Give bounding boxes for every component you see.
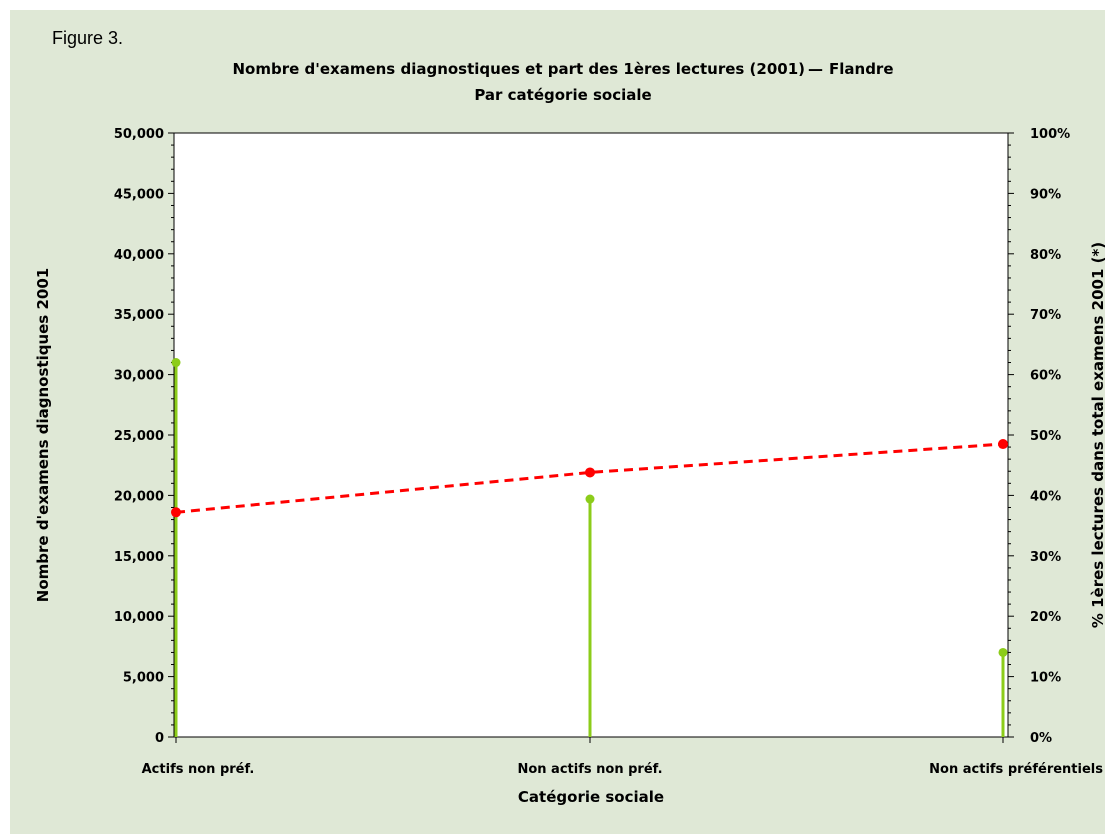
chart-subtitle: Par catégorie sociale [474,86,651,104]
y2-tick-label: 70% [1030,308,1061,323]
y-tick-label: 45,000 [114,187,164,202]
y2-tick-label: 90% [1030,187,1061,202]
y2-tick-label: 10% [1030,671,1061,686]
y2-tick-label: 60% [1030,369,1061,384]
x-axis-label: Catégorie sociale [518,788,664,806]
y2-tick-label: 20% [1030,610,1061,625]
x-tick-label: Non actifs non préf. [517,762,662,777]
needle-point [585,494,595,504]
y-tick-label: 15,000 [114,550,164,565]
needle-point [171,358,181,368]
y-tick-label: 5,000 [123,671,164,686]
x-tick-label: Actifs non préf. [142,762,255,777]
y2-tick-label: 80% [1030,248,1061,263]
chart-title-suffix: Flandre [829,60,894,78]
y2-tick-label: 50% [1030,429,1061,444]
y2-tick-label: 40% [1030,489,1061,504]
figure-label: Figure 3. [52,28,124,48]
first-reading-share-line [171,439,1008,518]
axes: 0 5,000 10,000 15,000 20,000 25,000 30,000 35,0… [114,127,1103,777]
y-tick-label: 0 [155,731,164,746]
y2-tick-label: 30% [1030,550,1061,565]
y-tick-label: 35,000 [114,308,164,323]
line-point [585,467,595,478]
y-axis-label: Nombre d'examens diagnostiques 2001 [34,268,52,602]
chart-title-main: Nombre d'examens diagnostiques et part d… [233,60,806,78]
chart-title: Nombre d'examens diagnostiques et part d… [233,60,894,78]
dashed-series-line [175,442,1004,514]
y-tick-label: 40,000 [114,248,164,263]
y2-tick-label: 100% [1030,127,1070,142]
y-tick-label: 25,000 [114,429,164,444]
line-point [998,439,1008,450]
y-tick-label: 50,000 [114,127,164,142]
y2-axis-label: % 1ères lectures dans total examens 2001… [1089,242,1105,628]
needle-point [998,647,1008,657]
y2-tick-label: 0% [1030,731,1052,746]
exam-count-needles [171,358,1008,737]
y-tick-label: 10,000 [114,610,164,625]
y-tick-label: 20,000 [114,489,164,504]
line-point [171,507,181,518]
y-tick-label: 30,000 [114,369,164,384]
x-tick-label: Non actifs préférentiels [929,762,1103,777]
